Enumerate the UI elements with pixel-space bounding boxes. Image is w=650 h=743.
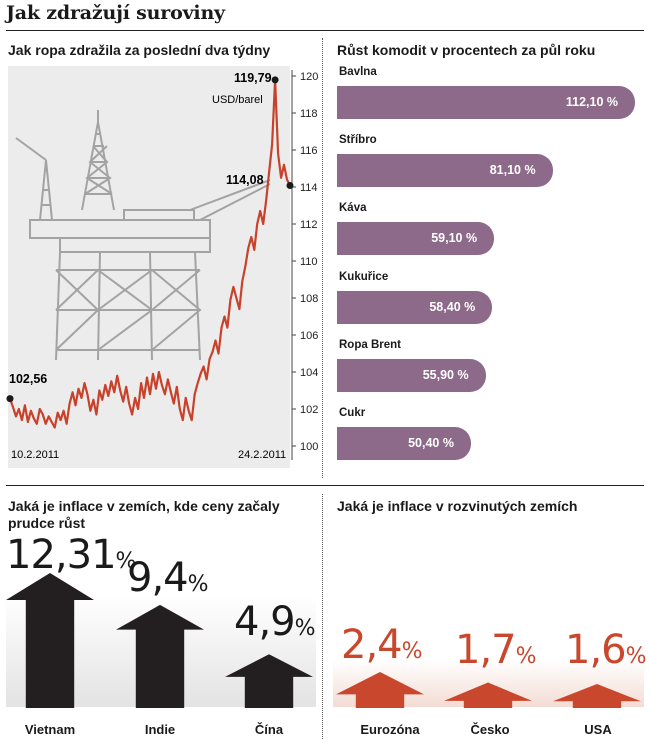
inflation-developed-title: Jaká je inflace v rozvinutých zemích: [337, 498, 578, 514]
y-tick-label: 106: [300, 330, 318, 342]
inflation-developed-arrows: [336, 672, 641, 708]
cina-arrow: [225, 654, 313, 708]
usa-inflation-value: 1,6%: [565, 627, 647, 673]
start-point-marker: [6, 395, 14, 403]
indie-label: Indie: [144, 722, 176, 737]
peak-point-marker: [271, 76, 279, 84]
commodity-label: Bavlna: [339, 66, 377, 78]
indie-inflation-value: 9,4%: [127, 555, 209, 601]
y-tick-label: 116: [300, 145, 318, 157]
y-tick-label: 112: [300, 219, 318, 231]
y-tick-label: 118: [300, 108, 318, 120]
y-tick-label: 110: [300, 256, 318, 268]
vietnam-arrow: [6, 573, 94, 708]
end-value-label: 114,08: [226, 173, 264, 187]
oil-price-line: [8, 78, 291, 429]
cesko-label: Česko: [470, 722, 510, 737]
oil-price-chart: 100 102 104 106 108 110 112 114 116 118 120 102,56…: [6, 66, 318, 468]
inflation-emerging-title: Jaká je inflace v zemích, kde ceny začal…: [8, 498, 280, 531]
inflation-emerging-arrows: [6, 573, 313, 708]
commodity-label: Cukr: [339, 407, 366, 419]
vietnam-inflation-value: 12,31%: [6, 532, 137, 578]
cesko-arrow: [444, 682, 532, 708]
usa-label: USA: [584, 722, 612, 737]
eurozona-label: Eurozóna: [360, 722, 420, 737]
commodity-bar: 55,90 %: [337, 358, 486, 392]
cina-inflation-value: 4,9%: [234, 599, 316, 645]
vietnam-label: Vietnam: [24, 722, 76, 737]
commodities-title: Růst komodit v procentech za půl roku: [337, 42, 596, 58]
column-divider-top: [322, 38, 323, 478]
end-point-marker: [286, 182, 294, 190]
commodity-bar: 58,40 %: [337, 290, 493, 324]
eurozona-inflation-value: 2,4%: [341, 622, 423, 668]
commodity-bar: 81,10 %: [337, 154, 553, 188]
column-divider-bottom: [322, 494, 323, 739]
x-start-label: 10.2.2011: [11, 449, 59, 461]
section-rule: [6, 485, 644, 486]
title-rule: [6, 30, 644, 31]
commodity-label: Stříbro: [339, 134, 377, 147]
commodity-bar: 50,40 %: [337, 427, 471, 460]
oil-y-axis: 100 102 104 106 108 110 112 114 116 118 120: [291, 70, 318, 460]
y-tick-label: 120: [300, 71, 318, 83]
oil-platform-icon: [15, 110, 271, 361]
y-tick-label: 108: [300, 293, 318, 305]
y-tick-label: 100: [300, 441, 318, 453]
cina-label: Čína: [254, 722, 284, 737]
unit-label: USD/barel: [212, 94, 263, 106]
commodity-bar: 59,10 %: [337, 222, 495, 256]
y-tick-label: 104: [300, 367, 318, 379]
commodity-label: Kukuřice: [339, 270, 389, 283]
x-end-label: 24.2.2011: [238, 449, 286, 461]
start-value-label: 102,56: [9, 372, 47, 386]
commodity-label: Káva: [339, 202, 367, 215]
eurozona-arrow: [336, 672, 424, 708]
oil-chart-plot-area: [8, 66, 290, 468]
y-tick-label: 114: [300, 182, 318, 194]
commodity-bar: 112,10 %: [337, 86, 635, 119]
cesko-inflation-value: 1,7%: [455, 627, 537, 673]
oil-chart-title: Jak ropa zdražila za poslední dva týdny: [8, 42, 271, 58]
y-tick-label: 102: [300, 404, 318, 416]
peak-value-label: 119,79: [234, 71, 272, 85]
page-title: Jak zdražují suroviny: [6, 2, 225, 24]
commodity-label: Ropa Brent: [339, 338, 401, 351]
indie-arrow: [116, 604, 204, 708]
usa-arrow: [553, 684, 641, 708]
